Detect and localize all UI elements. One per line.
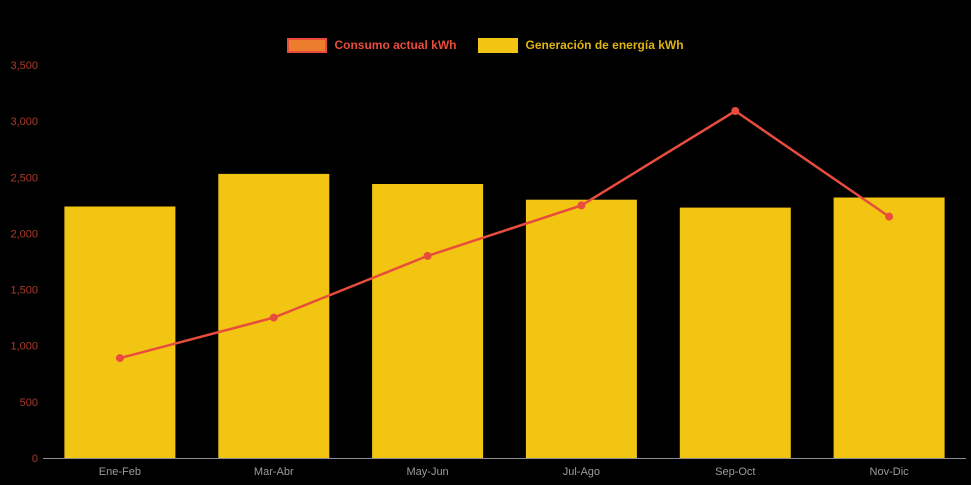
bar-Nov-Dic — [833, 197, 945, 458]
x-tick-label: Mar-Abr — [254, 466, 294, 478]
line-point-Mar-Abr — [269, 313, 278, 322]
line-point-May-Jun — [423, 251, 432, 260]
y-tick-label: 2,000 — [10, 228, 38, 240]
x-tick-label: Nov-Dic — [870, 466, 910, 478]
y-tick-label: 3,500 — [10, 60, 38, 72]
y-tick-label: 1,000 — [10, 341, 38, 353]
line-point-Ene-Feb — [115, 354, 124, 363]
x-tick-label: Ene-Feb — [99, 466, 141, 478]
line-point-Sep-Oct — [731, 107, 740, 115]
y-tick-label: 0 — [32, 453, 38, 465]
bar-Ene-Feb — [64, 206, 176, 458]
bar-Sep-Oct — [679, 207, 791, 458]
x-tick-label: Sep-Oct — [715, 466, 755, 478]
y-tick-label: 500 — [20, 397, 38, 409]
y-tick-label: 3,000 — [10, 116, 38, 128]
legend-swatch-icon — [287, 38, 328, 53]
line-points — [115, 107, 894, 363]
line-point-Nov-Dic — [885, 212, 894, 221]
chart-legend: Consumo actual kWh Generación de energía … — [0, 38, 971, 53]
y-tick-label: 2,500 — [10, 172, 38, 184]
y-tick-label: 1,500 — [10, 285, 38, 297]
line-point-Jul-Ago — [577, 201, 586, 210]
legend-item-0[interactable]: Consumo actual kWh — [287, 38, 456, 53]
y-axis-labels: 0 500 1,000 1,500 2,000 2,500 3,000 3,500 — [10, 60, 38, 465]
line-series — [118, 109, 891, 360]
x-axis-labels: Ene-Feb Mar-Abr May-Jun Jul-Ago Sep-Oct Nov-D… — [99, 466, 909, 478]
legend-label: Consumo actual kWh — [334, 38, 457, 52]
legend-label: Generación de energía kWh — [525, 38, 684, 52]
x-tick-label: May-Jun — [407, 466, 449, 478]
legend-swatch-icon — [478, 38, 519, 53]
bar-May-Jun — [372, 184, 484, 458]
bar-Jul-Ago — [525, 199, 637, 458]
legend-item-1[interactable]: Generación de energía kWh — [478, 38, 684, 53]
x-tick-label: Jul-Ago — [563, 466, 600, 478]
bar-series — [64, 173, 945, 458]
